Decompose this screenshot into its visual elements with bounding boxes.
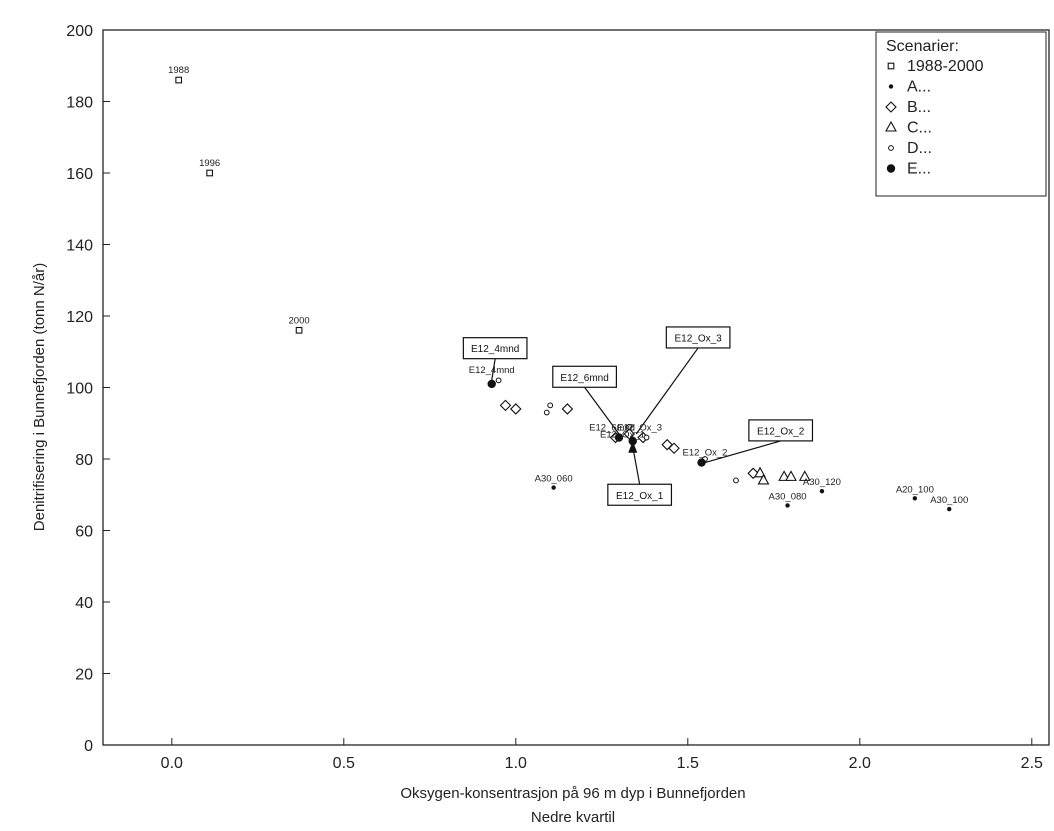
- point-label: E12_Ox_3: [617, 422, 662, 433]
- callout-line: [584, 386, 620, 435]
- point-label: 2000: [289, 315, 310, 326]
- legend-label: 1988-2000: [907, 58, 984, 75]
- point-label: A30_100: [930, 495, 968, 506]
- data-point: [668, 442, 680, 455]
- legend-title: Scenarier:: [886, 38, 959, 55]
- y-tick-label: 40: [75, 595, 93, 612]
- data-point: [626, 423, 633, 430]
- legend-marker: [888, 145, 894, 151]
- data-point: [785, 503, 790, 508]
- callout-line: [632, 446, 641, 485]
- data-point: [778, 470, 791, 481]
- data-point: [487, 379, 496, 389]
- legend-label: E...: [907, 161, 931, 178]
- data-point: [551, 485, 556, 490]
- data-points: [175, 76, 952, 512]
- callout-line: [491, 358, 496, 381]
- callout-box: [748, 419, 814, 442]
- legend-marker: [885, 101, 897, 113]
- data-point: [543, 409, 550, 416]
- point-labels: 1988 1996 2000 A30_060 A30_080 A30_120 A20_100…: [168, 65, 968, 506]
- x-axis-sublabel: Nedre kvartil: [531, 809, 615, 826]
- data-point: [495, 377, 502, 384]
- point-label: A30_120: [803, 477, 841, 488]
- data-point: [175, 76, 183, 84]
- point-label: 1996: [199, 158, 220, 169]
- data-point: [499, 399, 512, 412]
- point-label: E12_6mnd: [589, 422, 635, 433]
- legend-marker: [887, 62, 895, 70]
- callout-box: [665, 326, 731, 349]
- y-tick-label: 60: [75, 524, 93, 541]
- data-point: [912, 496, 918, 501]
- y-axis-label: Denitrifisering i Bunnefjorden (tonn N/å…: [31, 263, 48, 531]
- data-point: [947, 506, 952, 512]
- data-point: [547, 402, 554, 409]
- x-tick-label: 1.5: [677, 755, 699, 772]
- callout-label: E12_Ox_3: [674, 333, 722, 344]
- y-tick-label: 100: [66, 381, 93, 398]
- legend-marker: [888, 84, 894, 89]
- legend: Scenarier: 1988-2000 A... B... C... D... E...: [875, 31, 1047, 197]
- x-axis: 0.0 0.5 1.0 1.5 2.0 2.5: [161, 738, 1043, 772]
- data-point: [819, 488, 825, 494]
- data-point: [510, 403, 522, 415]
- x-tick-label: 2.5: [1021, 755, 1043, 772]
- y-tick-label: 140: [66, 238, 93, 255]
- data-point: [733, 477, 739, 484]
- y-tick-label: 120: [66, 309, 93, 326]
- legend-label: C...: [907, 120, 932, 137]
- point-label: A30_080: [769, 491, 807, 502]
- data-point: [798, 470, 811, 481]
- point-label: E12_4mnd: [469, 365, 515, 376]
- x-tick-label: 0.5: [333, 755, 355, 772]
- callout-label: E12_6mnd: [560, 373, 608, 384]
- callout-line: [635, 347, 699, 435]
- callout-label: E12_4mnd: [471, 344, 519, 355]
- arrow-head-icon: [628, 440, 638, 453]
- y-tick-label: 180: [66, 95, 93, 112]
- callout-box: [607, 483, 673, 506]
- data-point: [614, 433, 624, 442]
- point-label: E12_Ox_2: [683, 447, 728, 458]
- data-point: [295, 326, 303, 334]
- data-point: [754, 466, 766, 478]
- point-label: A30_060: [535, 474, 573, 485]
- y-tick-label: 160: [66, 166, 93, 183]
- data-point: [643, 434, 650, 441]
- y-tick-label: 80: [75, 452, 93, 469]
- y-tick-label: 200: [66, 23, 93, 40]
- point-label: 1988: [168, 65, 189, 76]
- data-point: [697, 458, 706, 467]
- data-point: [628, 436, 637, 446]
- legend-marker: [886, 164, 896, 173]
- callout-box: [462, 337, 528, 360]
- legend-label: D...: [907, 140, 932, 157]
- legend-marker: [885, 120, 897, 132]
- data-point: [206, 169, 213, 177]
- legend-box: [875, 31, 1047, 197]
- x-tick-label: 1.0: [505, 755, 527, 772]
- y-axis: 0 20 40 60 80 100 120 140 160 180 200: [66, 23, 110, 755]
- legend-label: A...: [907, 79, 931, 96]
- data-point: [561, 403, 574, 415]
- callout-box: [552, 365, 617, 388]
- data-point: [757, 473, 770, 485]
- y-tick-label: 0: [84, 738, 93, 755]
- data-point: [785, 470, 797, 481]
- callout-line: [704, 440, 781, 464]
- x-tick-label: 0.0: [161, 755, 183, 772]
- callout-label: E12_Ox_2: [757, 426, 805, 437]
- x-axis-label: Oksygen-konsentrasjon på 96 m dyp i Bunn…: [400, 785, 745, 802]
- point-label: E12_Ox_1: [600, 430, 645, 441]
- legend-label: B...: [907, 99, 931, 116]
- x-tick-label: 2.0: [849, 755, 871, 772]
- y-tick-label: 20: [75, 667, 93, 684]
- point-label: A20_100: [896, 484, 934, 495]
- callout-label: E12_Ox_1: [616, 491, 664, 502]
